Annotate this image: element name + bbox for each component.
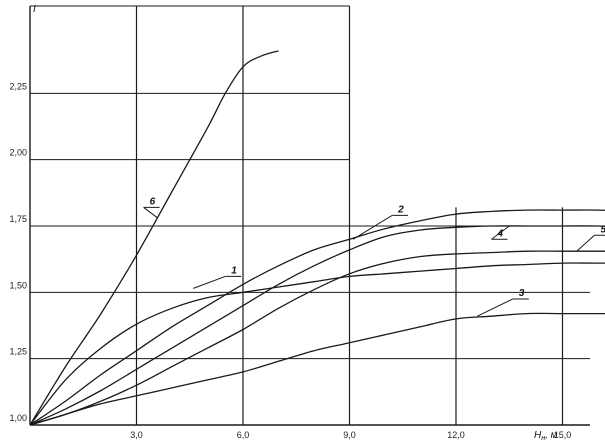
curve-label-5: 5 [600,224,605,235]
curve-label-3: 3 [519,288,525,299]
y-axis-label: I [33,4,36,15]
y-tick-labels: 1,00 1,25 1,50 1,75 2,00 2,25 [9,81,27,423]
series-line-5 [29,250,605,426]
series-line-1 [29,262,605,426]
curve-leader-6 [143,207,159,219]
axes [29,5,590,426]
x-axis-label-subscript: н [541,435,545,442]
y-tick-label: 1,25 [9,347,27,357]
y-tick-label: 2,00 [9,148,27,158]
x-tick-labels: 3,06,09,012,015,018,0 [130,430,572,440]
x-axis-label-symbol: H [534,430,542,441]
x-tick-label: 12,0 [447,430,465,440]
x-tick-label: 15,0 [554,430,572,440]
series-line-6 [29,50,279,426]
x-axis-label: Hн, м [534,430,558,442]
x-tick-label: 6,0 [237,430,250,440]
curve-leader-4 [491,225,510,240]
series-lines [29,50,605,426]
curve-leader-3 [477,298,514,317]
curve-label-6: 6 [150,196,156,207]
grid [30,6,590,425]
series-line-3 [29,312,605,426]
curve-leader-2 [352,214,393,240]
curve-label-4: 4 [497,228,504,239]
y-tick-label: 1,00 [9,413,27,423]
x-axis-label-unit: , м [545,430,558,441]
x-tick-label: 3,0 [130,430,143,440]
curve-label-1: 1 [231,265,237,276]
curve-leader-1 [193,275,226,289]
x-tick-label: 9,0 [343,430,356,440]
series-line-4 [29,225,605,426]
y-tick-label: 2,25 [9,81,27,91]
curve-label-2: 2 [397,204,404,215]
series-line-2 [29,209,605,426]
curve-labels: 1 2 3 4 5 6 [143,196,605,317]
y-tick-label: 1,50 [9,280,27,290]
y-tick-label: 1,75 [9,214,27,224]
curve-leader-5 [576,234,595,252]
